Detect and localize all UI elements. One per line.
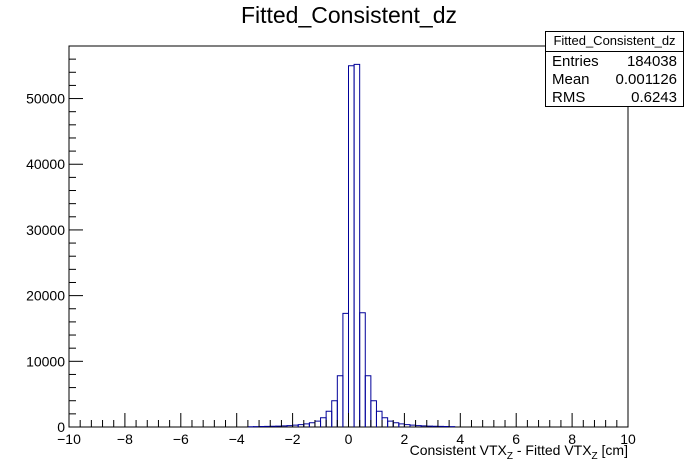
stats-entries-row: Entries 184038: [546, 52, 683, 70]
histogram-bin: [353, 63, 361, 427]
x-tick-label: 2: [401, 431, 409, 447]
stats-rms-label: RMS: [552, 89, 586, 106]
stats-rms-row: RMS 0.6243: [546, 88, 683, 106]
histogram-bin: [331, 400, 338, 427]
histogram-bin: [375, 410, 383, 427]
x-axis-ticks: −10 −8 −6 −4 −2 0 2 4 6 8 10: [57, 413, 636, 447]
histogram-bin: [359, 312, 366, 427]
x-tick-label: 4: [456, 431, 464, 447]
histogram-bin: [320, 417, 327, 427]
stats-mean-row: Mean 0.001126: [546, 70, 683, 88]
x-tick-label: −10: [57, 431, 81, 447]
histogram-bin: [381, 417, 389, 427]
histogram-series: [247, 63, 456, 428]
stats-box-title: Fitted_Consistent_dz: [546, 32, 683, 52]
x-tick-label: −6: [173, 431, 189, 447]
histogram-bin: [342, 312, 349, 427]
stats-mean-label: Mean: [552, 71, 590, 88]
stats-box: Fitted_Consistent_dz Entries 184038 Mean…: [545, 31, 684, 107]
histogram-bin: [314, 420, 322, 427]
x-tick-label: −8: [117, 431, 133, 447]
x-tick-label: 8: [568, 431, 576, 447]
histogram-bin: [348, 65, 355, 427]
y-axis-ticks: 0 10000 20000 30000 40000 50000: [26, 45, 83, 435]
histogram-bin: [325, 410, 333, 427]
chart-title: Fitted_Consistent_dz: [240, 2, 458, 28]
stats-entries-value: 184038: [626, 53, 677, 70]
histogram-bin: [387, 420, 394, 427]
stats-mean-value: 0.001126: [615, 71, 677, 88]
x-tick-label: −4: [229, 431, 245, 447]
y-tick-label: 30000: [26, 222, 65, 238]
y-tick-label: 20000: [26, 288, 65, 304]
x-axis-label: Consistent VTXZ - Fitted VTXZ [cm]: [409, 442, 628, 462]
x-tick-label: −2: [285, 431, 301, 447]
x-tick-label: 0: [345, 431, 353, 447]
histogram-bin: [336, 375, 344, 427]
x-tick-label: 10: [620, 431, 636, 447]
histogram-bin: [392, 422, 400, 427]
stats-rms-value: 0.6243: [631, 89, 677, 106]
histogram-bin: [370, 400, 377, 427]
y-tick-label: 0: [57, 419, 65, 435]
y-tick-label: 40000: [26, 156, 65, 172]
histogram-bin: [364, 375, 372, 427]
x-tick-label: 6: [512, 431, 520, 447]
histogram-bin: [308, 422, 316, 427]
y-tick-label: 50000: [26, 91, 65, 107]
stats-entries-label: Entries: [552, 53, 599, 70]
y-tick-label: 10000: [26, 353, 65, 369]
